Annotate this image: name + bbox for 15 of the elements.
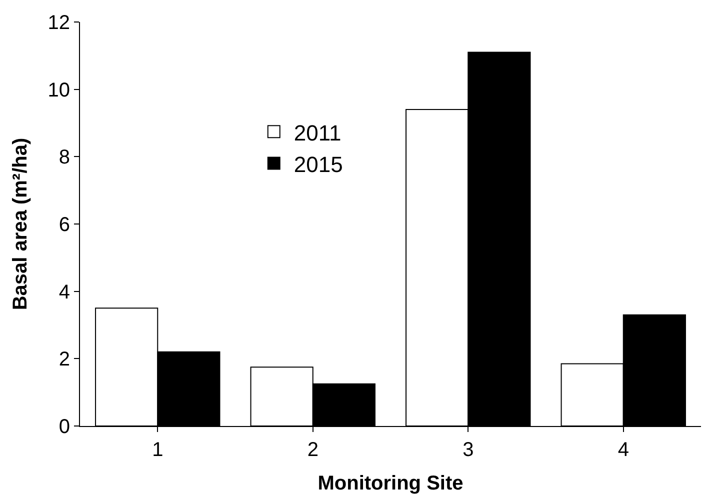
legend-label: 2011 xyxy=(294,120,342,146)
y-axis-title: Basal area (m²/ha) xyxy=(9,138,32,310)
y-tick-label: 8 xyxy=(58,146,70,169)
x-tick-label: 2 xyxy=(307,439,318,461)
y-tick-label: 0 xyxy=(58,416,70,438)
x-axis-title: Monitoring Site xyxy=(318,472,464,494)
legend-label: 2015 xyxy=(294,152,343,177)
x-tick-label: 4 xyxy=(618,439,629,461)
x-tick-label: 3 xyxy=(462,439,474,461)
x-tick-label: 1 xyxy=(152,439,164,461)
y-tick-label: 2 xyxy=(58,348,70,371)
y-tick-label: 4 xyxy=(58,281,70,304)
y-tick-label: 6 xyxy=(58,214,70,236)
y-tick-label: 12 xyxy=(48,12,70,34)
y-tick-label: 10 xyxy=(48,79,70,102)
